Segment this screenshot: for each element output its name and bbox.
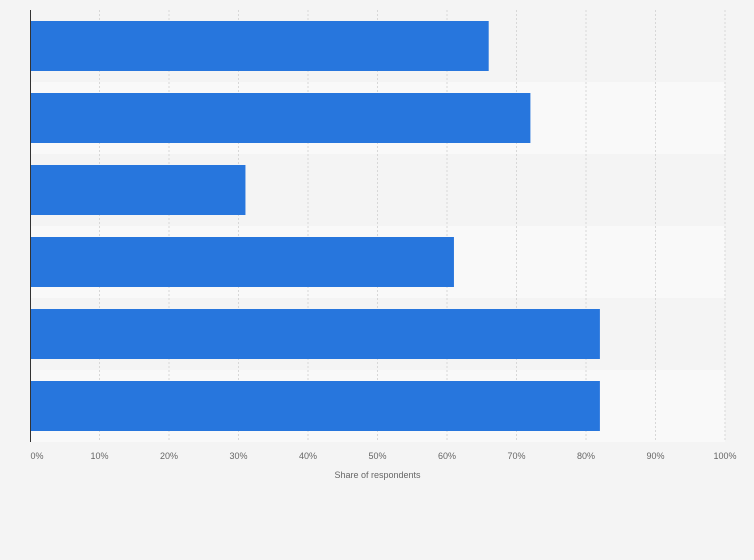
x-tick-label: 80% <box>577 451 595 461</box>
x-tick-label: 60% <box>438 451 456 461</box>
x-tick-label: 10% <box>90 451 108 461</box>
x-tick-label: 90% <box>646 451 664 461</box>
bar <box>30 165 246 215</box>
bar <box>30 93 531 143</box>
x-tick-label: 100% <box>713 451 736 461</box>
bars <box>30 21 600 431</box>
bar <box>30 21 489 71</box>
gridlines <box>99 10 726 442</box>
x-tick-label: 70% <box>507 451 525 461</box>
x-tick-label: 30% <box>229 451 247 461</box>
bar <box>30 237 454 287</box>
bar <box>30 309 600 359</box>
x-axis-ticks: 0% 10% 20% 30% 40% 50% 60% 70% 80% 90% 100% <box>30 451 736 461</box>
x-tick-label: 0% <box>30 451 43 461</box>
x-tick-label: 20% <box>160 451 178 461</box>
x-tick-label: 50% <box>368 451 386 461</box>
bar <box>30 381 600 431</box>
x-axis-title: Share of respondents <box>334 470 421 480</box>
x-tick-label: 40% <box>299 451 317 461</box>
